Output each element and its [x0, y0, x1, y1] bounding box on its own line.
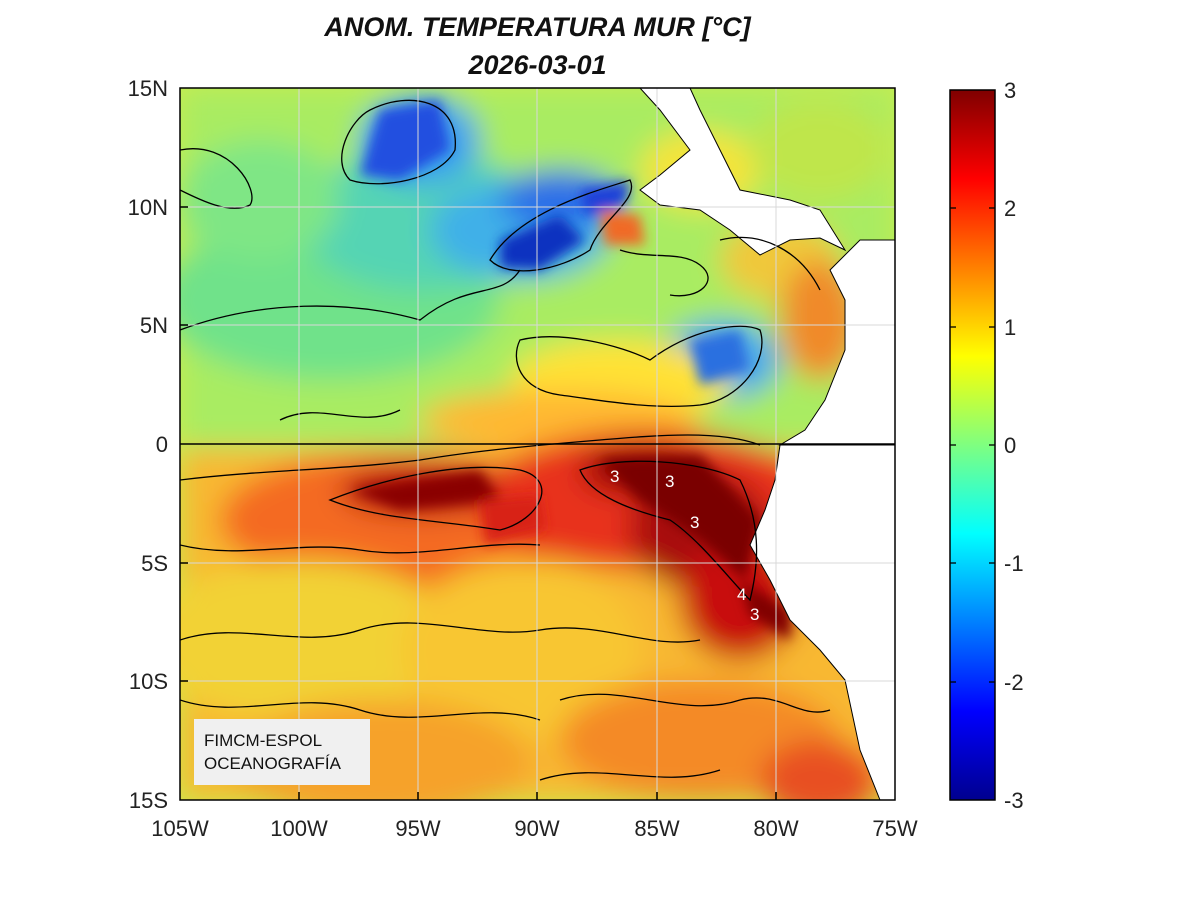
- colorbar-ticks: [950, 207, 995, 683]
- credit-institution: FIMCM-ESPOL: [204, 731, 323, 750]
- contour-label: 3: [610, 467, 619, 486]
- axis-ticks: [180, 206, 777, 800]
- lon-tick-label: 75W: [872, 816, 918, 841]
- map-title: ANOM. TEMPERATURA MUR [°C]: [324, 12, 751, 42]
- lon-tick-label: 80W: [753, 816, 799, 841]
- contour-label: 4: [737, 585, 746, 604]
- credit-department: OCEANOGRAFÍA: [204, 754, 341, 773]
- contour-lines: [180, 99, 831, 781]
- colorbar-tick-label: 3: [1004, 78, 1017, 103]
- credit-box: FIMCM-ESPOL OCEANOGRAFÍA: [194, 719, 370, 785]
- contour-labels: 3 3 3 4 3: [610, 467, 759, 624]
- colorbar-tick-label: 2: [1004, 196, 1017, 221]
- lat-tick-label: 15N: [127, 76, 168, 101]
- colorbar-tick-label: -3: [1004, 788, 1024, 813]
- land-masses: [476, 88, 895, 800]
- contour-label: 3: [665, 472, 674, 491]
- colorbar-tick-label: -2: [1004, 670, 1024, 695]
- lat-tick-label: 10N: [127, 195, 168, 220]
- lat-tick-label: 5N: [139, 313, 168, 338]
- lat-tick-label: 5S: [141, 551, 168, 576]
- colorbar-tick-label: -1: [1004, 551, 1024, 576]
- contour-label: 3: [750, 605, 759, 624]
- lon-tick-label: 95W: [395, 816, 441, 841]
- lon-tick-label: 90W: [514, 816, 560, 841]
- lon-tick-label: 100W: [270, 816, 328, 841]
- lat-tick-label: 10S: [128, 669, 168, 694]
- lon-tick-label: 105W: [151, 816, 209, 841]
- map-date: 2026-03-01: [468, 50, 607, 80]
- anomaly-field: [180, 88, 895, 800]
- colorbar: [949, 89, 996, 801]
- colorbar-tick-label: 0: [1004, 433, 1017, 458]
- lon-tick-label: 85W: [634, 816, 680, 841]
- lat-tick-label: 15S: [128, 788, 168, 813]
- contour-label: 3: [690, 513, 699, 532]
- lat-tick-label: 0: [155, 432, 168, 457]
- colorbar-tick-label: 1: [1004, 315, 1017, 340]
